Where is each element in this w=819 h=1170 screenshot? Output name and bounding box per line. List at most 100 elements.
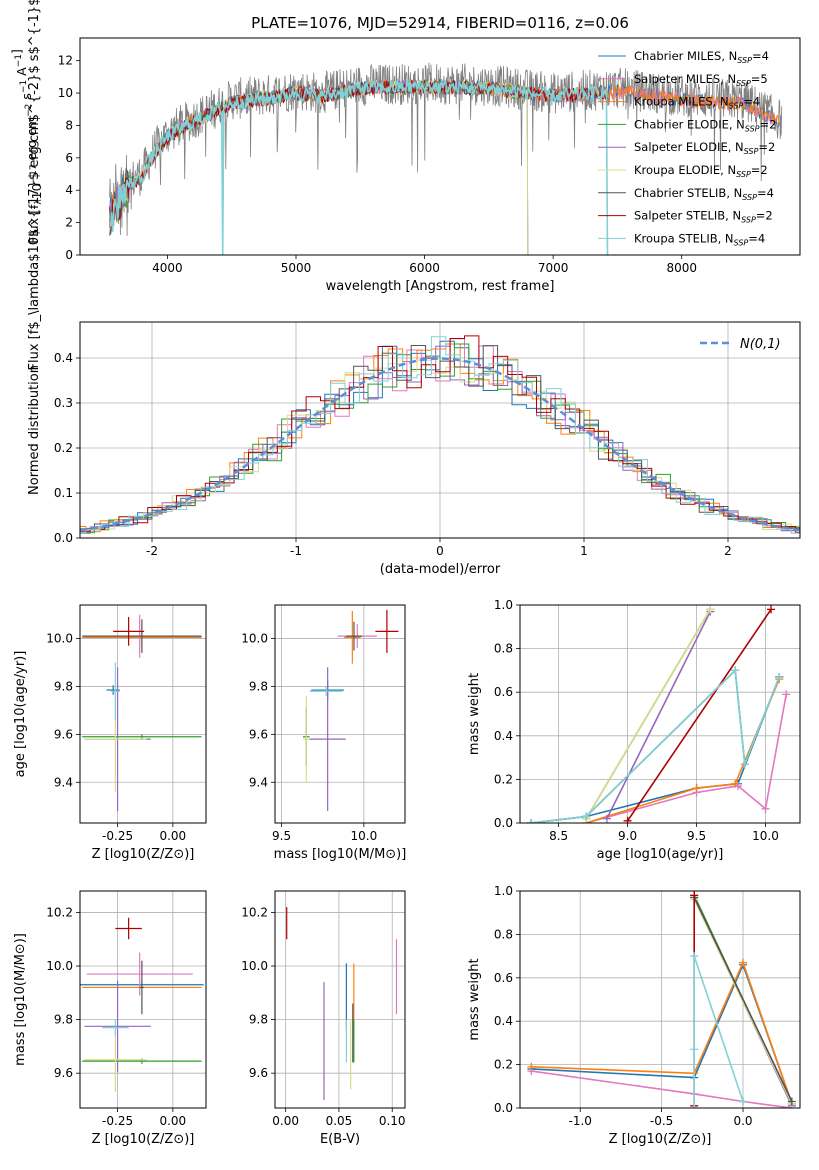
spectrum-ylabel: Flux [fλ10−17 erg cm−2 s−1 A−1] [9,49,44,244]
spectrum-xtick-label: 4000 [152,261,183,275]
legend-label-gaussian: N(0,1) [740,337,781,352]
weight_vs_age-ytick-label: 0.8 [494,642,513,656]
weight_vs_Z-xtick-label: 0.0 [733,1114,752,1128]
weight-line-kroupa_stelib [693,955,744,1108]
plots-group: 4000 5000 6000 7000 8000024681012wavelength … [9,0,801,1147]
weight-line-kroupa_stelib [530,668,781,823]
age_vs_Z-ytick-label: 9.4 [54,775,73,789]
spectrum-xtick-label: 5000 [281,261,312,275]
weight_vs_age-xlabel: age [log10(age/yr)] [597,847,724,862]
hist-chabrier_miles [80,340,800,531]
weight-marker-salpeter_stelib [767,605,776,614]
mass_vs_Z-ylabel: mass [log10(M/M⊙)] [13,933,28,1066]
spectrum-xlabel: wavelength [Angstrom, rest frame] [326,279,555,294]
legend-label-chabrier_miles: Chabrier MILES, NSSP=4 [634,49,769,65]
weight_vs_Z-ytick-label: 0.6 [494,971,513,985]
mass_vs_Z-xlabel: Z [log10(Z/Z⊙)] [92,1132,195,1147]
legend-label-text: Chabrier ELODIE, N [634,117,745,131]
legend-label-text: Kroupa ELODIE, N [634,163,736,177]
hist-salpeter_miles [80,338,800,531]
hist-salpeter_stelib [80,335,800,533]
spectrum-ylabel-part: −1 [19,80,29,93]
legend-label-suffix: =4 [752,49,769,63]
weight-marker-kroupa_stelib [690,1045,699,1054]
weight-marker-salpeter_elodie [602,814,611,823]
weight-marker-salpeter_stelib [623,816,632,823]
age_vs_Z-ytick-label: 9.8 [54,679,73,693]
weight_vs_age-ytick-label: 0.2 [494,772,513,786]
weight_vs_age-ytick-label: 0.6 [494,685,513,699]
weight-line-kroupa_elodie [693,899,793,1105]
weight_vs_Z-xlabel: Z [log10(Z/Z⊙)] [609,1132,712,1147]
weight-marker-kroupa_stelib [582,812,591,821]
residuals-plot-area [80,335,800,534]
mass_vs_ebv-xtick-label: 0.00 [272,1114,299,1128]
figure-title: PLATE=1076, MJD=52914, FIBERID=0116, z=0… [251,14,629,32]
weight_vs_Z-ytick-label: 0.4 [494,1014,513,1028]
weight_vs_Z-xtick-label: -1.0 [569,1114,592,1128]
weight_vs_age-frame [519,604,801,824]
weight_vs_Z-ytick-label: 1.0 [494,884,513,898]
spectrum-ytick-label: 10 [58,86,73,100]
hist-kroupa_elodie [80,359,800,531]
weight-marker-kroupa_stelib [775,672,784,681]
age_vs_mass-frame [274,604,406,824]
legend-label-sub: SSP [736,79,751,88]
weight-line-chabrier_stelib [530,668,781,823]
weight-marker-kroupa_stelib [740,760,749,769]
age_vs_mass-xtick-label: 10.0 [351,829,378,843]
weight-line-salpeter_miles [585,694,787,823]
legend-label-sub: SSP [745,124,760,133]
weight-marker-kroupa_stelib [527,819,536,823]
legend-label-suffix: =2 [751,163,768,177]
weight_vs_age-ytick-label: 0.4 [494,729,513,743]
legend-label-chabrier_stelib: Chabrier STELIB, NSSP=4 [634,186,774,202]
age_vs_mass-ytick-label: 9.6 [249,727,268,741]
weight_vs_age-plot-area [527,605,791,823]
legend-label-text: Salpeter STELIB, N [634,209,741,223]
weight-line-salpeter_stelib [626,608,772,822]
mass_vs_Z-plot-area [80,917,204,1092]
weight-marker-salpeter_stelib [690,891,699,900]
weight-marker-kroupa_stelib [739,1097,748,1106]
residuals-ytick-label: 0.0 [54,531,73,545]
weight-marker-kroupa_miles [692,784,701,793]
age_vs_Z-xtick-label: 0.00 [159,829,186,843]
mass_vs_Z-ytick-label: 10.0 [46,959,73,973]
weight_vs_age-ylabel: mass weight [467,673,482,755]
weight_vs_age-xtick-label: 8.5 [549,829,568,843]
weight_vs_age-ytick-label: 0.0 [494,816,513,830]
mass_vs_ebv-ytick-label: 10.2 [241,905,268,919]
age_vs_Z-plot-area [82,614,202,812]
weight-line-kroupa_miles [531,960,793,1104]
weight-marker-kroupa_miles [739,958,748,967]
mass_vs_Z-xtick-label: 0.00 [159,1114,186,1128]
age_vs_Z-frame [79,604,207,824]
age_vs_Z-ytick-label: 9.6 [54,727,73,741]
age_vs_mass-axes: 9.5 10.0 9.4 9.6 9.8 10.0 mass [log10(M/M⊙)] [241,604,407,862]
mass_vs_ebv-ytick-label: 10.0 [241,959,268,973]
weight-line-chabrier_stelib [693,897,793,1102]
weight_vs_age-ytick-label: 1.0 [494,598,513,612]
age_vs_Z-ylabel: age [log10(age/yr)] [13,651,28,778]
mass_vs_Z-axes: -0.25 0.00 9.6 9.8 10.0 10.2 Z [log10(Z/Z⊙)] ma… [13,890,207,1147]
spectrum-ylabel-part: ] [9,49,24,54]
legend-label-sub: SSP [742,193,757,202]
legend-label-sub: SSP [744,147,759,156]
mass_vs_ebv-frame [274,890,406,1109]
spectrum-ylabel-part: λ [34,199,44,205]
spectrum-ytick-label: 12 [58,54,73,68]
residuals-xtick-label: -1 [290,544,302,558]
hist-chabrier_stelib [80,345,800,530]
weight-marker-salpeter_miles [761,804,770,813]
weight_vs_age-xtick-label: 10.0 [752,829,779,843]
spectrum-ylabel-part: −17 [29,164,39,183]
legend-label-sub: SSP [729,102,744,111]
weight_vs_Z-xtick-label: -0.5 [650,1114,673,1128]
age_vs_mass-ytick-label: 9.4 [249,775,268,789]
mass_vs_ebv-ytick-label: 9.8 [249,1013,268,1027]
mass_vs_ebv-plot-area [286,907,398,1100]
legend-label-salpeter_elodie: Salpeter ELODIE, NSSP=2 [634,140,775,156]
age_vs_mass-xlabel: mass [log10(M/M⊙)] [274,847,407,862]
